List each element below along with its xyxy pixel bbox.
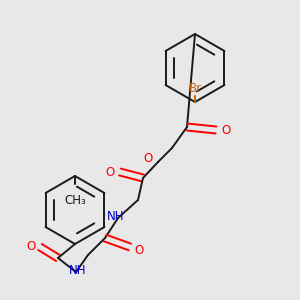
Text: Br: Br <box>188 82 202 95</box>
Text: CH₃: CH₃ <box>64 194 86 207</box>
Text: O: O <box>26 239 36 253</box>
Text: O: O <box>221 124 231 136</box>
Text: O: O <box>143 152 153 166</box>
Text: O: O <box>134 244 144 256</box>
Text: NH: NH <box>107 211 125 224</box>
Text: O: O <box>105 166 115 178</box>
Text: NH: NH <box>69 263 87 277</box>
